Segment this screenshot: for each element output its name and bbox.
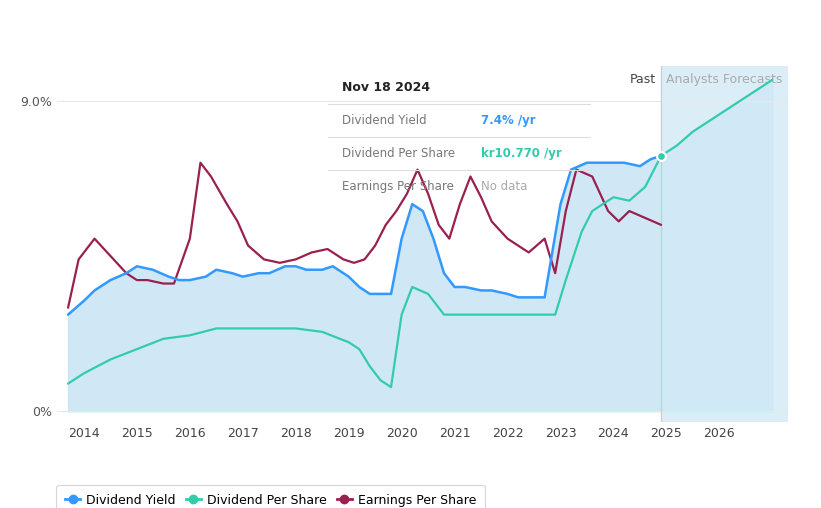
Text: Dividend Per Share: Dividend Per Share	[342, 147, 455, 161]
Text: No data: No data	[481, 180, 527, 194]
Text: Dividend Yield: Dividend Yield	[342, 114, 426, 128]
Legend: Dividend Yield, Dividend Per Share, Earnings Per Share: Dividend Yield, Dividend Per Share, Earn…	[57, 485, 485, 508]
Text: 7.4% /yr: 7.4% /yr	[481, 114, 535, 128]
Point	[654, 152, 667, 160]
Text: Analysts Forecasts: Analysts Forecasts	[667, 73, 782, 86]
Text: Nov 18 2024: Nov 18 2024	[342, 81, 429, 94]
Text: Past: Past	[630, 73, 656, 86]
Text: kr10.770 /yr: kr10.770 /yr	[481, 147, 562, 161]
Text: Earnings Per Share: Earnings Per Share	[342, 180, 453, 194]
Bar	[661, 66, 788, 422]
